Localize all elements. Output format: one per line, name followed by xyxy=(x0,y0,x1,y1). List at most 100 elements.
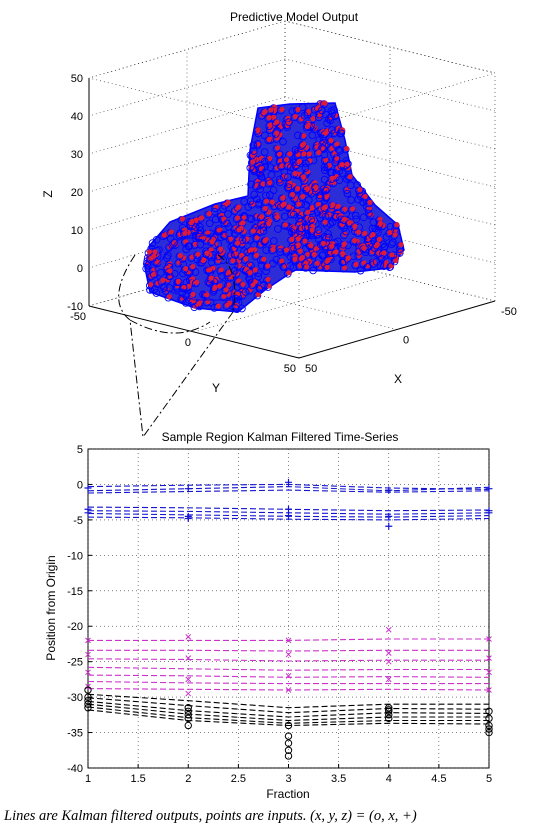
input-point xyxy=(281,201,287,207)
input-point xyxy=(226,269,232,275)
series-line xyxy=(87,693,489,709)
input-point xyxy=(347,174,353,180)
data-point-x xyxy=(486,636,492,642)
output-point xyxy=(304,196,313,204)
output-point xyxy=(351,211,360,220)
input-point xyxy=(388,263,394,269)
data-point-o xyxy=(84,686,92,694)
output-point xyxy=(247,180,255,189)
plot3d-zlabel: Z xyxy=(41,190,55,197)
input-point xyxy=(292,256,298,262)
input-point xyxy=(325,257,331,263)
input-point xyxy=(267,122,273,128)
input-point xyxy=(254,183,260,189)
input-point xyxy=(224,302,230,308)
y-axis-line xyxy=(88,305,300,359)
plot2d-xlabel: Fraction xyxy=(266,787,309,801)
input-point xyxy=(221,293,227,299)
zoom-callout xyxy=(118,254,236,438)
y-tick-label: -35 xyxy=(67,728,83,740)
input-point xyxy=(335,203,341,209)
input-point xyxy=(218,246,224,252)
input-point xyxy=(362,230,368,236)
output-point xyxy=(324,229,332,238)
data-point-x xyxy=(285,651,292,658)
input-point xyxy=(282,222,289,228)
input-point xyxy=(269,199,275,205)
data-point-o xyxy=(84,700,92,708)
input-point xyxy=(342,231,348,237)
input-point xyxy=(195,251,201,257)
output-point xyxy=(196,226,205,235)
output-point xyxy=(210,207,219,216)
input-point xyxy=(274,135,280,141)
zoom-callout-region xyxy=(217,254,236,313)
input-point xyxy=(295,242,301,248)
output-point xyxy=(331,111,340,120)
input-point xyxy=(160,277,166,283)
output-point xyxy=(179,283,188,292)
input-point xyxy=(295,185,301,192)
output-point xyxy=(318,106,326,115)
input-point xyxy=(394,222,400,228)
input-point xyxy=(198,215,205,221)
data-point-plus xyxy=(184,514,192,522)
output-point xyxy=(338,169,347,177)
input-point xyxy=(274,214,280,220)
plot2d-title: Sample Region Kalman Filtered Time-Serie… xyxy=(162,430,399,444)
z-tick-label: 50 xyxy=(71,73,83,85)
output-point xyxy=(320,163,329,172)
plot3d-title: Predictive Model Output xyxy=(230,10,359,24)
series-line xyxy=(87,674,490,678)
input-point xyxy=(192,227,198,233)
input-point xyxy=(367,199,373,205)
data-point-x xyxy=(486,655,492,661)
input-point xyxy=(292,170,298,177)
output-point xyxy=(328,126,336,134)
input-point xyxy=(166,294,172,300)
data-point-x xyxy=(385,676,392,683)
z-tick-label: -10 xyxy=(67,301,83,313)
data-point-x xyxy=(185,690,192,697)
input-point xyxy=(207,267,213,273)
input-point xyxy=(236,278,242,284)
input-point xyxy=(265,263,271,269)
zoom-callout-left xyxy=(118,254,144,438)
input-point xyxy=(248,247,255,253)
input-point xyxy=(381,250,387,256)
data-point-plus xyxy=(485,507,493,515)
output-point xyxy=(319,145,328,153)
data-point-o xyxy=(385,714,393,723)
input-point xyxy=(345,255,351,261)
plot2d: Sample Region Kalman Filtered Time-Serie… xyxy=(44,430,493,801)
input-point xyxy=(315,201,321,207)
input-point xyxy=(190,291,196,297)
output-point xyxy=(207,258,216,266)
input-point xyxy=(323,157,329,163)
series-line xyxy=(87,700,490,718)
series-line xyxy=(87,489,490,494)
input-point xyxy=(291,225,297,232)
input-point xyxy=(297,248,303,254)
input-point xyxy=(341,241,347,247)
output-point xyxy=(269,186,278,194)
output-point xyxy=(257,165,266,173)
input-point xyxy=(277,157,284,164)
input-point xyxy=(194,279,200,285)
output-point xyxy=(240,213,249,221)
input-point xyxy=(243,256,249,262)
input-point xyxy=(167,268,173,274)
data-point-plus xyxy=(385,512,393,520)
input-point xyxy=(274,119,280,125)
y-tick-label: 5 xyxy=(77,444,83,456)
data-point-o xyxy=(284,746,293,754)
plot3d-ticks: -10 0 10 20 30 40 50 -50 0 50 -50 0 50 xyxy=(67,73,517,375)
data-point-x xyxy=(385,650,392,657)
output-point xyxy=(335,176,344,185)
output-point xyxy=(294,131,302,140)
box-edge xyxy=(284,20,496,74)
input-point xyxy=(305,209,311,215)
output-point xyxy=(325,233,333,242)
output-point xyxy=(314,234,323,243)
